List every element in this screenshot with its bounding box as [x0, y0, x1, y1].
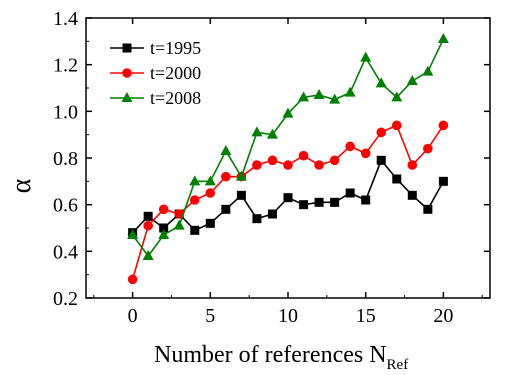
data-point — [437, 33, 449, 43]
data-point — [142, 250, 154, 260]
y-tick-label: 1.0 — [53, 101, 78, 123]
data-point — [221, 171, 231, 182]
data-point — [345, 141, 355, 152]
data-point — [205, 188, 216, 198]
y-tick-label: 0.4 — [53, 241, 78, 263]
data-point — [174, 209, 185, 219]
data-point — [406, 75, 418, 85]
data-point — [127, 274, 138, 285]
legend-label: t=2008 — [150, 88, 201, 108]
data-point — [189, 195, 200, 205]
legend: t=1995 t=2000 t=2008 — [110, 38, 201, 108]
data-point — [299, 200, 309, 210]
data-point — [407, 190, 417, 200]
data-point — [158, 229, 170, 239]
data-point — [391, 91, 403, 102]
data-point — [376, 155, 386, 165]
data-point — [158, 204, 169, 215]
legend-label: t=2000 — [150, 63, 201, 83]
data-point — [235, 170, 247, 181]
data-point — [360, 51, 372, 62]
data-point — [236, 190, 246, 200]
legend-item: t=2008 — [110, 88, 201, 108]
data-point — [298, 150, 309, 161]
data-point — [361, 195, 371, 205]
y-tick-label: 1.4 — [53, 8, 78, 30]
data-point — [329, 93, 341, 104]
data-point — [423, 143, 433, 154]
data-point — [314, 197, 324, 207]
x-axis-label-subscript: Ref — [387, 357, 409, 373]
data-point — [267, 209, 277, 219]
data-point — [391, 120, 402, 131]
x-axis-label-main: Number of references N — [154, 342, 387, 368]
data-point — [283, 160, 293, 170]
data-point — [423, 204, 433, 214]
x-tick-label: 10 — [278, 305, 298, 327]
data-point — [330, 197, 340, 207]
data-point — [221, 204, 231, 214]
data-point — [360, 148, 371, 159]
data-point — [438, 120, 449, 131]
data-point — [407, 160, 418, 170]
data-point — [375, 77, 387, 88]
y-tick-label: 0.8 — [53, 148, 78, 170]
data-point — [329, 155, 340, 166]
data-point — [282, 107, 294, 118]
data-point — [205, 218, 215, 228]
x-axis-label: Number of references NRef — [154, 342, 408, 373]
legend-label: t=1995 — [150, 38, 201, 58]
data-point — [298, 91, 310, 102]
series-triangle — [127, 33, 449, 260]
series-line — [131, 124, 445, 280]
data-point — [127, 229, 139, 239]
data-point — [251, 126, 263, 137]
x-tick-label: 5 — [205, 305, 215, 327]
data-point — [314, 160, 324, 170]
x-tick-label: 0 — [128, 305, 138, 327]
y-axis-label: α — [6, 178, 37, 193]
series-circle — [127, 120, 449, 285]
legend-marker — [121, 92, 133, 102]
data-point — [345, 188, 355, 198]
data-point — [204, 175, 216, 186]
x-tick-label: 20 — [433, 305, 453, 327]
data-point — [376, 127, 387, 138]
data-point — [252, 214, 262, 224]
data-point — [267, 155, 278, 166]
legend-marker — [122, 68, 132, 78]
legend-item: t=1995 — [110, 38, 201, 58]
data-point — [313, 89, 325, 99]
data-point — [159, 223, 169, 233]
data-point — [143, 220, 153, 231]
data-point — [143, 211, 153, 221]
data-point — [190, 225, 200, 235]
data-point — [344, 86, 356, 97]
y-tick-label: 0.2 — [53, 288, 78, 310]
data-point — [392, 174, 402, 184]
data-point — [266, 128, 278, 139]
x-tick-label: 15 — [356, 305, 376, 327]
data-point — [252, 160, 262, 170]
data-point — [220, 145, 232, 155]
data-point — [189, 175, 201, 186]
y-tick-label: 1.2 — [53, 55, 78, 77]
data-point — [283, 193, 293, 203]
y-tick-label: 0.6 — [53, 195, 78, 217]
legend-marker — [122, 43, 132, 53]
data-point — [438, 176, 448, 186]
legend-item: t=2000 — [110, 63, 201, 83]
data-point — [422, 65, 434, 76]
data-point — [173, 219, 185, 230]
